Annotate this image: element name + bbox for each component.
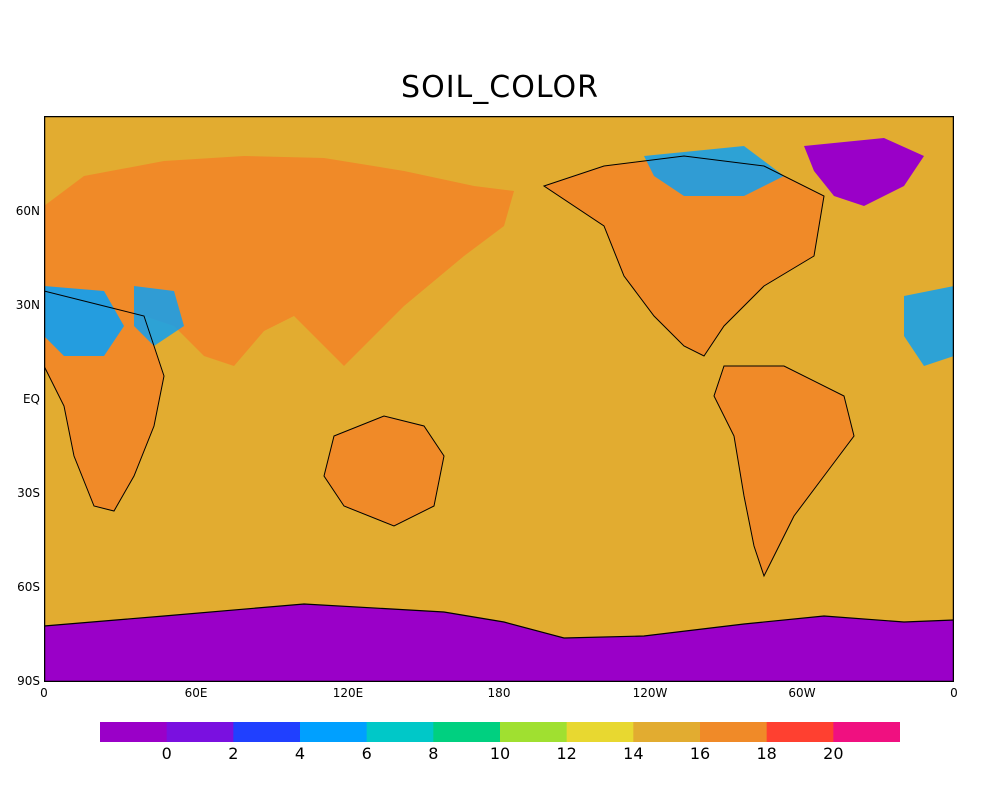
colorbar-swatch [566, 722, 634, 742]
colorbar [100, 722, 900, 742]
colorbar-label: 18 [756, 744, 777, 763]
colorbar-swatch [166, 722, 234, 742]
colorbar-swatch [833, 722, 900, 742]
lat-tick: 30N [15, 298, 40, 312]
colorbar-swatch [766, 722, 834, 742]
antarctica-coast [44, 603, 954, 639]
lat-tick: 90S [17, 674, 40, 688]
colorbar-swatch [433, 722, 501, 742]
australia-region [324, 416, 444, 526]
saharan-low-values [44, 286, 124, 356]
lon-tick: 0 [40, 686, 48, 700]
colorbar-swatch [500, 722, 568, 742]
north-atlantic-low-values [904, 286, 954, 366]
lat-tick: 60S [17, 580, 40, 594]
colorbar-label: 16 [689, 744, 711, 763]
colorbar-swatch [100, 722, 168, 742]
colorbar-label: 10 [489, 744, 511, 763]
lat-tick: EQ [22, 392, 40, 406]
colorbar-label: 4 [294, 744, 306, 763]
south-america-region [714, 366, 854, 576]
arabian-low-values [134, 286, 184, 346]
coastlines [44, 155, 855, 578]
lon-tick: 60W [788, 686, 816, 700]
colorbar-swatch [366, 722, 434, 742]
colorbar-label: 0 [161, 744, 172, 763]
colorbar-swatch [633, 722, 701, 742]
greenland-region [804, 138, 924, 206]
map-title: SOIL_COLOR [401, 70, 599, 105]
colorbar-label: 6 [361, 744, 372, 763]
antarctica-region [44, 604, 954, 682]
colorbar-label: 12 [556, 744, 577, 763]
map-panel [44, 116, 954, 682]
lon-tick: 0 [950, 686, 958, 700]
north-america-region [544, 156, 824, 356]
colorbar-label: 2 [228, 744, 239, 763]
lon-tick: 180 [487, 686, 511, 700]
lat-tick: 60N [15, 204, 40, 218]
lon-tick: 120W [632, 686, 668, 700]
colorbar-swatch [300, 722, 368, 742]
colorbar-swatch [700, 722, 768, 742]
colorbar-label: 8 [428, 744, 439, 763]
lon-tick: 120E [332, 686, 364, 700]
canada-low-values [644, 146, 784, 196]
map-border [44, 116, 954, 682]
lat-tick: 30S [17, 486, 40, 500]
colorbar-label: 14 [623, 744, 644, 763]
colorbar-swatch [233, 722, 301, 742]
lon-tick: 60E [184, 686, 208, 700]
colorbar-label: 20 [823, 744, 844, 763]
